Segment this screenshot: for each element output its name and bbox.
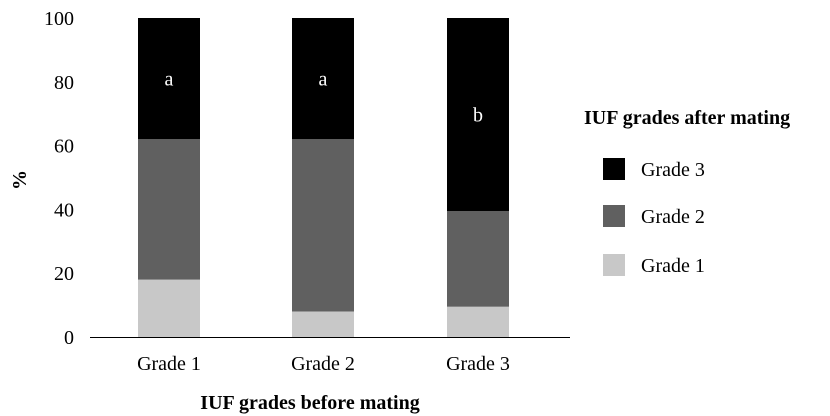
legend-label: Grade 3	[641, 159, 705, 181]
x-axis-title: IUF grades before mating	[200, 392, 419, 414]
bar-segment-grade-1	[447, 306, 509, 337]
y-tick-label: 80	[54, 72, 74, 94]
x-tick-label: Grade 2	[291, 353, 355, 375]
bar-segment-grade-3	[138, 18, 200, 140]
bar-segment-grade-1	[292, 311, 354, 337]
bar-segment-grade-3	[292, 18, 354, 140]
legend-swatch	[603, 158, 625, 180]
legend-label: Grade 1	[641, 255, 705, 277]
y-axis-title: %	[9, 170, 31, 190]
x-tick-label: Grade 3	[446, 353, 510, 375]
bar-annotation-label: a	[319, 69, 328, 91]
x-tick-label: Grade 1	[137, 353, 201, 375]
x-axis-ticks: Grade 1 Grade 2 Grade 3	[137, 353, 510, 375]
bar-segment-grade-1	[138, 279, 200, 337]
bar-segment-grade-3	[447, 18, 509, 211]
bar-annotation-label: a	[165, 69, 174, 91]
legend: IUF grades after mating Grade 3 Grade 2 Gr…	[584, 107, 790, 277]
y-tick-label: 60	[54, 136, 74, 158]
y-tick-label: 40	[54, 199, 74, 221]
y-axis-ticks: 0 20 40 60 80 100	[44, 8, 74, 349]
bar-segment-grade-2	[292, 139, 354, 312]
bar-annotations: a a b	[165, 69, 483, 127]
legend-title: IUF grades after mating	[584, 107, 790, 129]
y-tick-label: 20	[54, 263, 74, 285]
legend-swatch	[603, 205, 625, 227]
bar-segment-grade-2	[447, 210, 509, 307]
y-tick-label: 100	[44, 8, 74, 30]
legend-label: Grade 2	[641, 206, 705, 228]
bar-segment-grade-2	[138, 139, 200, 280]
bars	[138, 18, 509, 337]
bar-annotation-label: b	[473, 104, 483, 126]
y-tick-label: 0	[64, 327, 74, 349]
legend-swatch	[603, 254, 625, 276]
